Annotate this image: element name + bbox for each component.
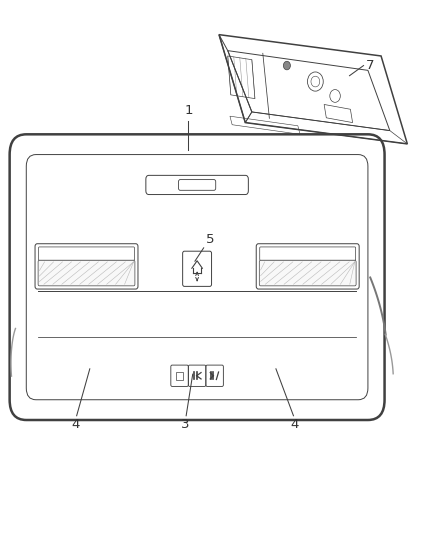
FancyBboxPatch shape	[259, 260, 356, 286]
Text: 4: 4	[71, 418, 80, 431]
Text: 1: 1	[184, 104, 193, 117]
FancyBboxPatch shape	[38, 260, 135, 286]
Circle shape	[283, 61, 290, 70]
Text: 5: 5	[206, 233, 214, 246]
Text: 4: 4	[290, 418, 299, 431]
Text: 7: 7	[366, 59, 374, 72]
Text: 3: 3	[180, 418, 189, 431]
